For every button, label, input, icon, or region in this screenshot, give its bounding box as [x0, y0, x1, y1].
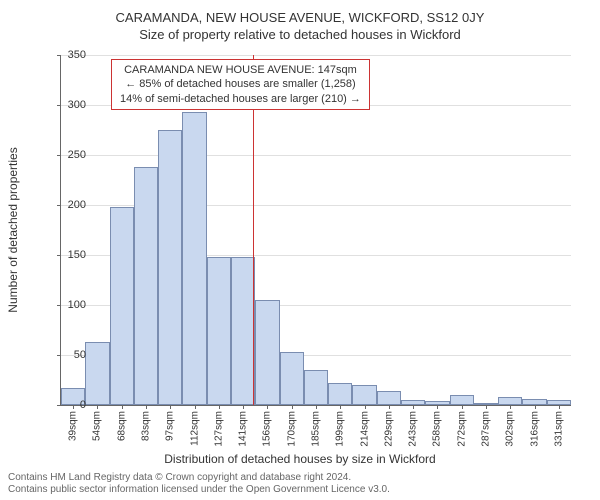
- xtick-label: 112sqm: [189, 405, 200, 446]
- bar: [255, 300, 279, 405]
- bar: [134, 167, 158, 405]
- xtick-label: 214sqm: [359, 405, 370, 447]
- bar: [280, 352, 304, 405]
- bar: [85, 342, 109, 405]
- bar: [110, 207, 134, 405]
- chart-title-main: CARAMANDA, NEW HOUSE AVENUE, WICKFORD, S…: [0, 0, 600, 25]
- y-axis-label: Number of detached properties: [6, 147, 20, 312]
- ytick-label: 250: [56, 149, 86, 161]
- xtick-label: 229sqm: [383, 405, 394, 447]
- gridline: [61, 55, 571, 56]
- xtick-label: 331sqm: [553, 405, 564, 447]
- bar: [352, 385, 376, 405]
- xtick-label: 199sqm: [335, 405, 346, 447]
- bar: [158, 130, 182, 405]
- bar: [377, 391, 401, 405]
- ytick-label: 100: [56, 299, 86, 311]
- xtick-label: 258sqm: [432, 405, 443, 447]
- xtick-label: 316sqm: [529, 405, 540, 447]
- xtick-label: 83sqm: [141, 405, 152, 441]
- info-line-1: CARAMANDA NEW HOUSE AVENUE: 147sqm: [120, 63, 361, 77]
- xtick-label: 127sqm: [213, 405, 224, 447]
- bar: [182, 112, 206, 405]
- footer-line-1: Contains HM Land Registry data © Crown c…: [8, 472, 390, 484]
- x-axis-label: Distribution of detached houses by size …: [0, 452, 600, 466]
- xtick-label: 97sqm: [165, 405, 176, 441]
- footer-line-2: Contains public sector information licen…: [8, 484, 390, 496]
- bar: [207, 257, 231, 405]
- xtick-label: 68sqm: [116, 405, 127, 441]
- ytick-label: 200: [56, 199, 86, 211]
- footer-attribution: Contains HM Land Registry data © Crown c…: [8, 472, 390, 496]
- xtick-label: 54sqm: [92, 405, 103, 441]
- chart-container: CARAMANDA, NEW HOUSE AVENUE, WICKFORD, S…: [0, 0, 600, 500]
- gridline: [61, 155, 571, 156]
- bar: [450, 395, 474, 405]
- xtick-label: 287sqm: [481, 405, 492, 447]
- bar: [328, 383, 352, 405]
- bar: [498, 397, 522, 405]
- chart-title-sub: Size of property relative to detached ho…: [0, 25, 600, 42]
- xtick-label: 302sqm: [505, 405, 516, 447]
- ytick-label: 350: [56, 49, 86, 61]
- xtick-label: 156sqm: [262, 405, 273, 447]
- xtick-label: 243sqm: [408, 405, 419, 447]
- bar: [231, 257, 255, 405]
- info-line-3: 14% of semi-detached houses are larger (…: [120, 92, 361, 106]
- ytick-label: 150: [56, 249, 86, 261]
- ytick-label: 300: [56, 99, 86, 111]
- bar: [304, 370, 328, 405]
- info-line-2: ← 85% of detached houses are smaller (1,…: [120, 77, 361, 91]
- marker-info-box: CARAMANDA NEW HOUSE AVENUE: 147sqm ← 85%…: [111, 59, 370, 110]
- plot-area: 39sqm54sqm68sqm83sqm97sqm112sqm127sqm141…: [60, 55, 571, 406]
- xtick-label: 272sqm: [456, 405, 467, 447]
- ytick-label: 0: [56, 399, 86, 411]
- ytick-label: 50: [56, 349, 86, 361]
- xtick-label: 170sqm: [286, 405, 297, 447]
- xtick-label: 185sqm: [311, 405, 322, 447]
- xtick-label: 141sqm: [238, 405, 249, 447]
